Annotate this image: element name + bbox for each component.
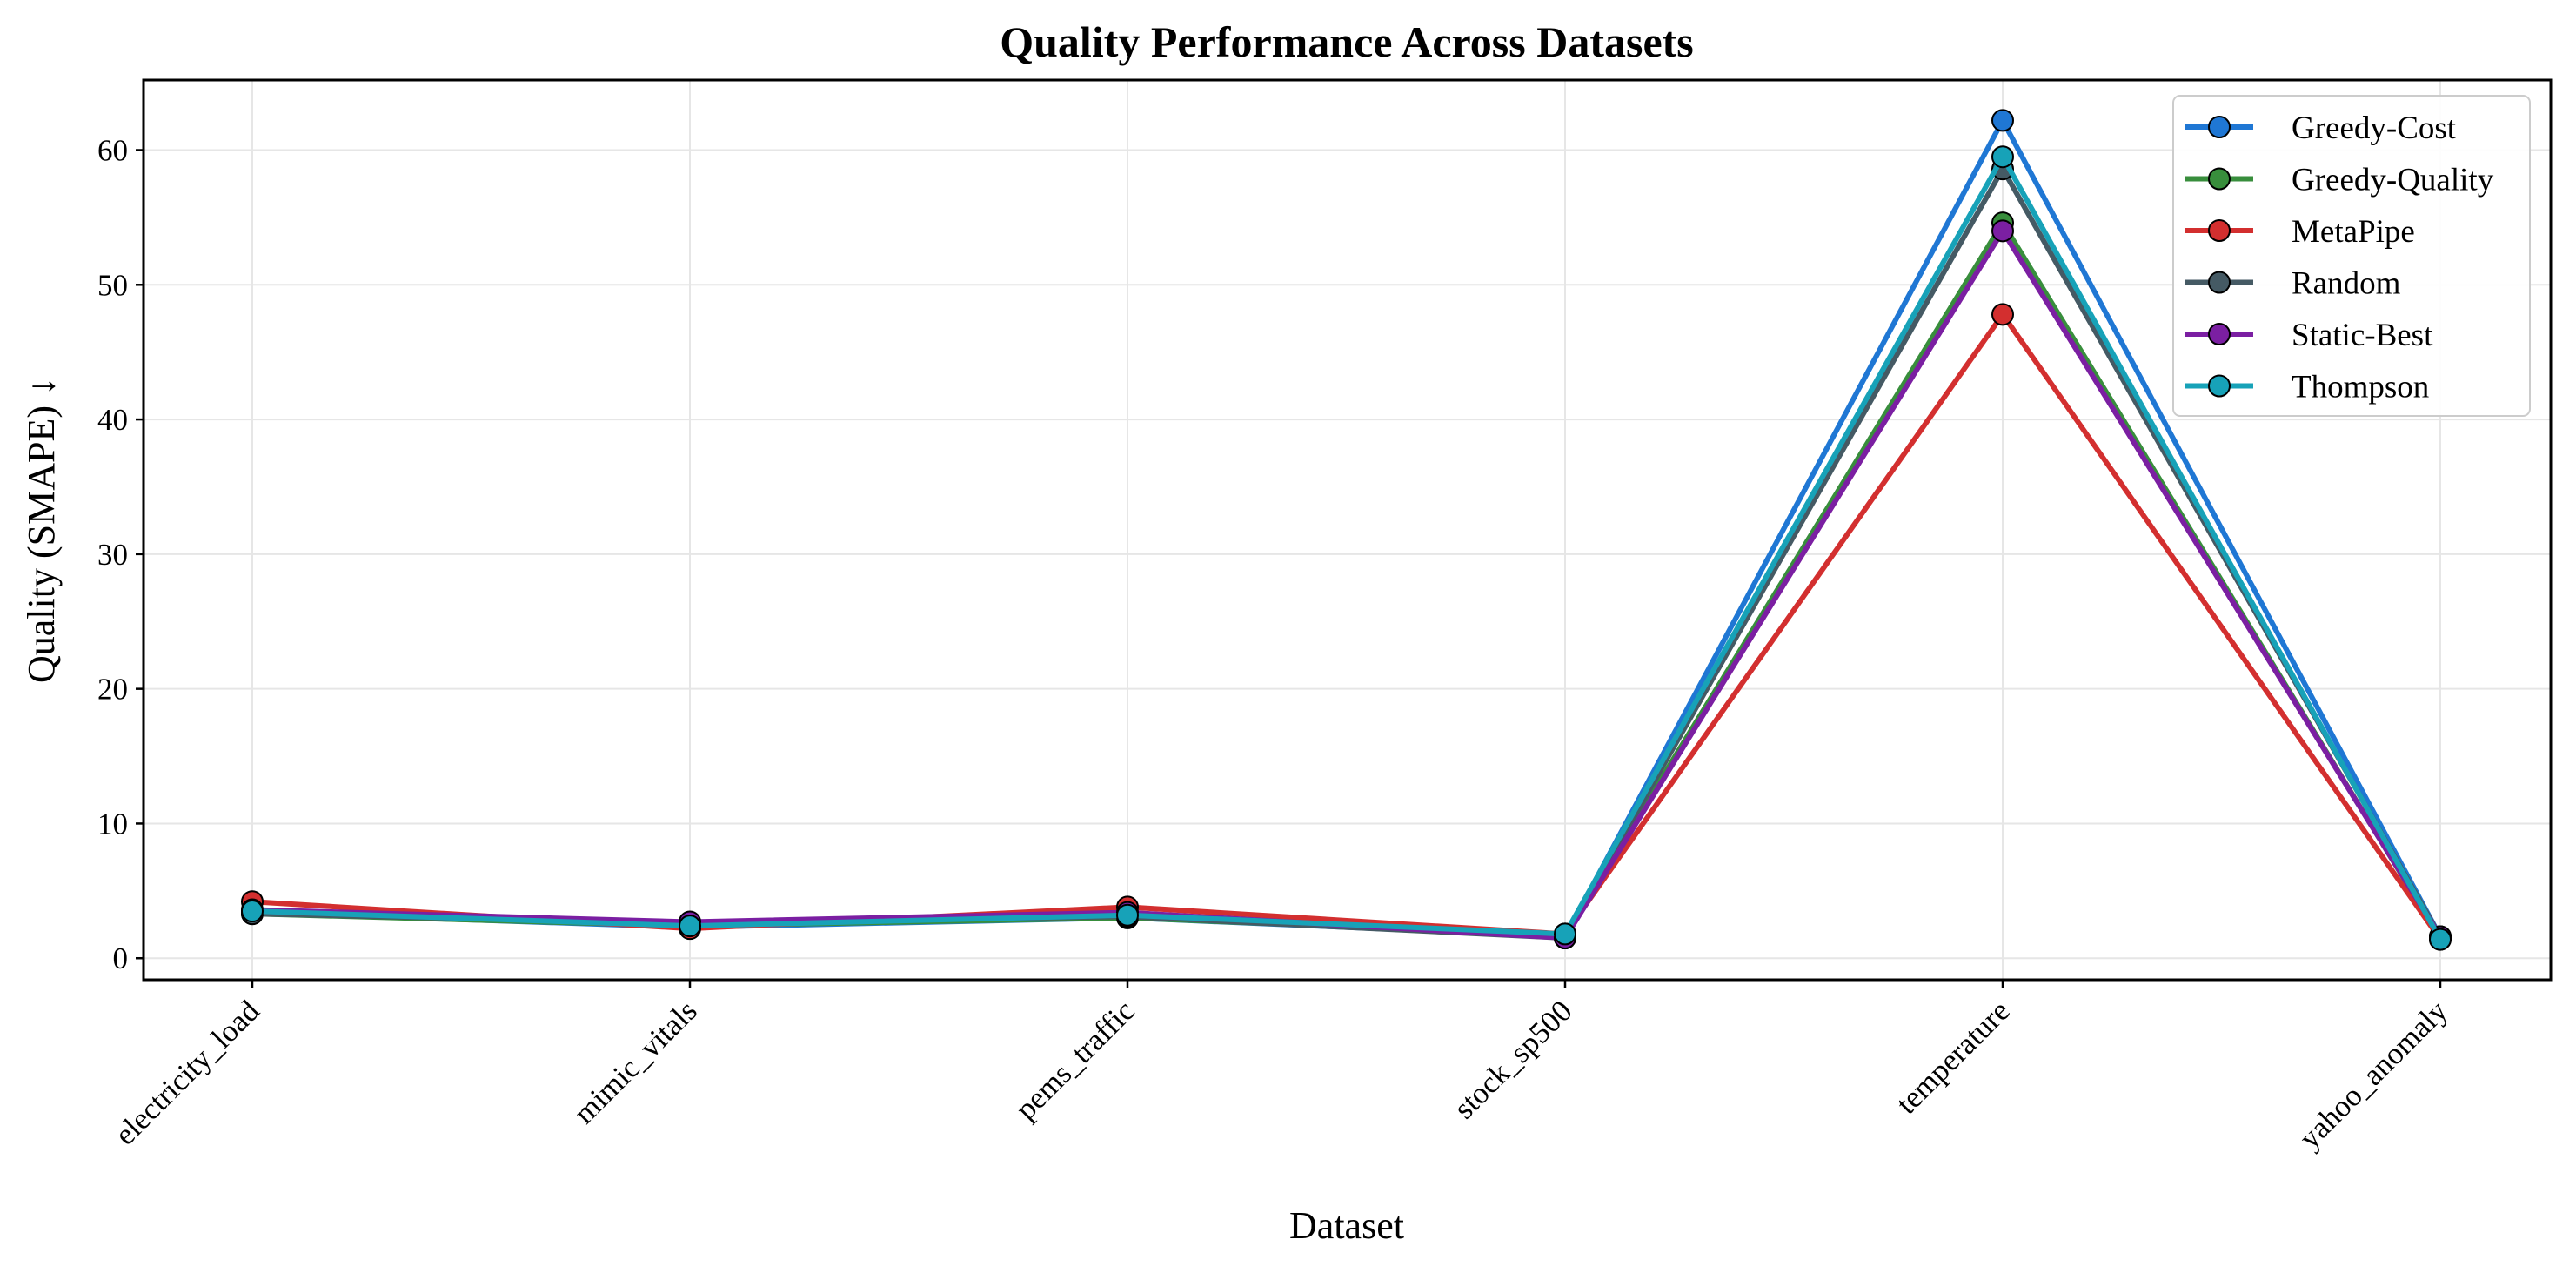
series-line xyxy=(251,154,2443,941)
data-point xyxy=(2429,928,2452,951)
legend-item: Static-Best xyxy=(2185,318,2433,353)
data-point xyxy=(241,900,264,923)
data-point xyxy=(1991,109,2014,132)
legend-marker xyxy=(2208,167,2231,191)
x-tick-label: yahoo_anomaly xyxy=(2292,994,2454,1156)
series-greedy-quality xyxy=(241,211,2452,950)
legend-item: Thompson xyxy=(2185,370,2429,405)
y-tick-label: 50 xyxy=(97,268,128,302)
y-tick-label: 20 xyxy=(97,673,128,707)
legend-box xyxy=(2172,95,2531,417)
legend-label: Thompson xyxy=(2292,370,2429,405)
series-line xyxy=(251,228,2443,941)
legend-marker xyxy=(2208,219,2231,242)
y-tick-label: 30 xyxy=(97,538,128,572)
x-tick-label: stock_sp500 xyxy=(1447,994,1578,1125)
legend-item: Random xyxy=(2185,266,2401,302)
x-tick-label: mimic_vitals xyxy=(567,994,704,1130)
data-point xyxy=(1116,903,1139,927)
series-metapipe xyxy=(241,303,2452,951)
plot-frame xyxy=(142,78,2553,982)
legend-label: Greedy-Quality xyxy=(2292,163,2494,198)
y-axis-label: Quality (SMAPE) ↓ xyxy=(20,377,63,683)
data-point xyxy=(1554,922,1576,946)
legend-marker xyxy=(2208,323,2231,345)
x-tick-label: electricity_load xyxy=(108,994,266,1152)
legend-label: MetaPipe xyxy=(2292,214,2415,250)
y-axis: 0 10 20 30 40 50 60 xyxy=(97,133,144,975)
chart-title: Quality Performance Across Datasets xyxy=(1000,17,1694,66)
series-layer xyxy=(241,109,2452,951)
y-tick-label: 10 xyxy=(97,807,128,841)
data-point xyxy=(1991,303,2014,326)
legend-item: MetaPipe xyxy=(2185,214,2415,250)
legend-item: Greedy-Quality xyxy=(2185,163,2494,198)
legend-item: Greedy-Cost xyxy=(2185,111,2457,146)
series-static-best xyxy=(241,219,2452,950)
series-line xyxy=(251,220,2443,940)
x-axis: electricity_load mimic_vitals pems_traffic… xyxy=(108,980,2454,1156)
legend-marker xyxy=(2208,116,2231,138)
y-tick-label: 60 xyxy=(97,133,128,167)
legend-label: Random xyxy=(2292,266,2401,302)
x-tick-label: pems_traffic xyxy=(1008,994,1141,1126)
series-greedy-cost xyxy=(241,109,2452,948)
data-point xyxy=(1991,219,2014,243)
data-point xyxy=(679,915,701,938)
legend-label: Greedy-Cost xyxy=(2292,111,2457,146)
data-point xyxy=(1991,145,2014,169)
series-line xyxy=(251,117,2443,940)
legend: Greedy-Cost Greedy-Quality MetaPipe Random S… xyxy=(2172,95,2531,417)
x-tick-label: temperature xyxy=(1890,994,2017,1121)
legend-marker xyxy=(2208,374,2231,398)
x-axis-label: Dataset xyxy=(1289,1204,1404,1247)
series-thompson xyxy=(241,145,2452,951)
legend-label: Static-Best xyxy=(2292,318,2433,353)
y-tick-label: 40 xyxy=(97,403,128,437)
legend-marker xyxy=(2208,271,2231,294)
y-tick-label: 0 xyxy=(113,941,129,975)
